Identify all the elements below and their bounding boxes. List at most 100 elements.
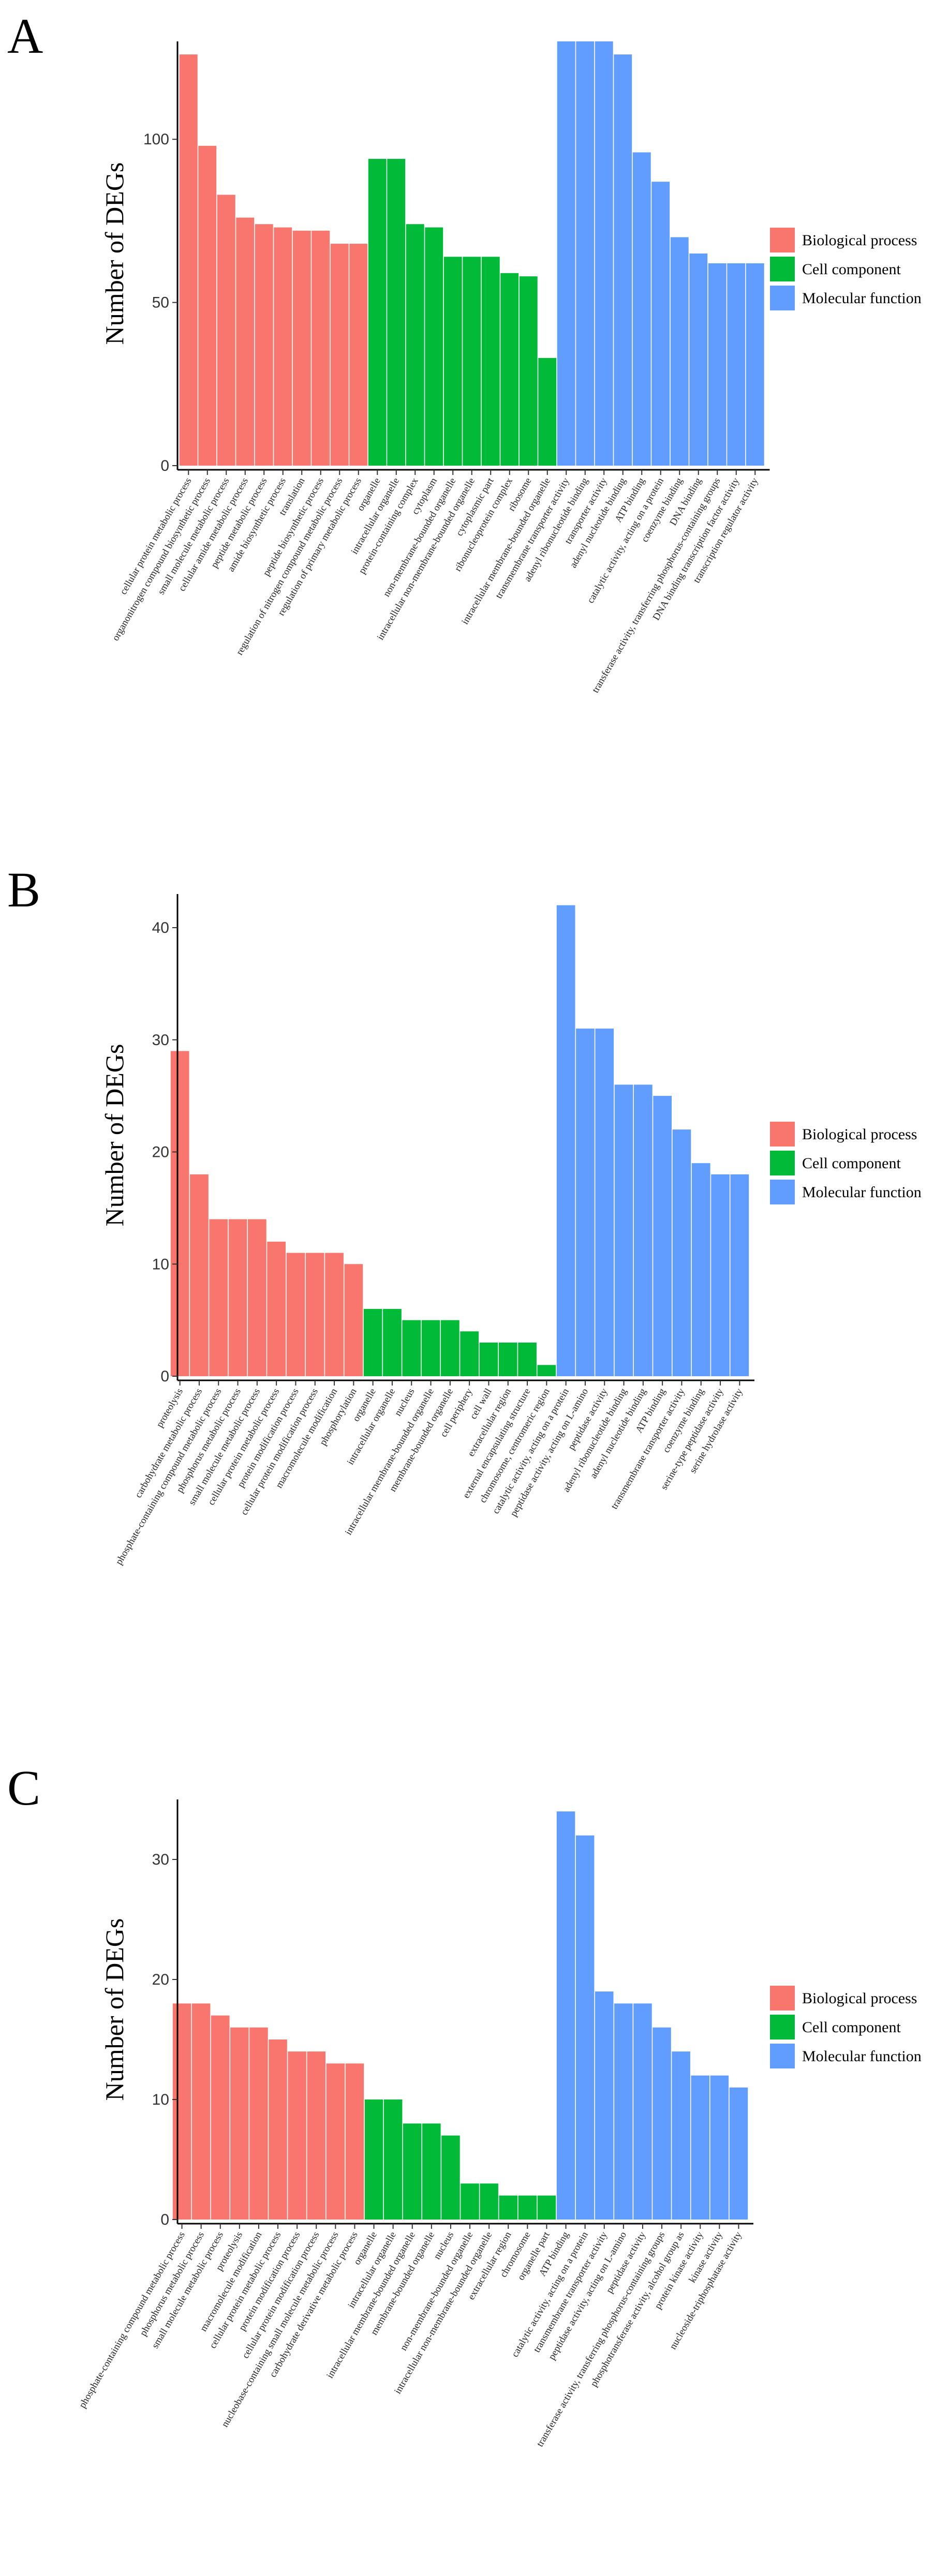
bar xyxy=(288,2051,306,2220)
bar xyxy=(172,2003,191,2220)
legend-label: Molecular function xyxy=(802,1184,922,1201)
bar xyxy=(672,2051,690,2220)
legend-label: Biological process xyxy=(802,1126,917,1143)
bar xyxy=(556,905,575,1376)
bar xyxy=(689,254,708,466)
bar xyxy=(170,1051,189,1376)
bar xyxy=(274,227,292,466)
legend-swatch xyxy=(770,1986,795,2011)
y-tick-label: 0 xyxy=(160,1368,169,1385)
bar xyxy=(614,1084,633,1376)
bar xyxy=(190,1174,209,1376)
bar xyxy=(498,1342,517,1376)
bar xyxy=(499,2195,517,2220)
bar xyxy=(267,1241,286,1376)
bar xyxy=(614,54,632,466)
bar xyxy=(307,2051,325,2220)
legend-label: Molecular function xyxy=(802,290,922,307)
y-tick-label: 40 xyxy=(152,919,169,936)
y-tick-label: 10 xyxy=(152,1256,169,1273)
bar xyxy=(711,1174,730,1376)
y-axis-label: Number of DEGs xyxy=(100,1044,129,1227)
panel-letter: C xyxy=(7,1760,40,1815)
bar xyxy=(537,1365,556,1376)
bar xyxy=(325,1253,344,1376)
bar xyxy=(248,1219,266,1376)
bar xyxy=(614,2003,633,2220)
bar xyxy=(557,41,575,466)
panel-letter: A xyxy=(7,8,43,64)
bar xyxy=(441,2135,460,2220)
legend-swatch xyxy=(770,1180,795,1204)
bar xyxy=(575,1835,595,2220)
legend-label: Biological process xyxy=(802,1990,917,2007)
y-tick-label: 50 xyxy=(152,294,169,311)
bar xyxy=(345,2063,364,2220)
y-tick-label: 100 xyxy=(143,131,169,148)
bar xyxy=(406,224,424,466)
bar xyxy=(286,1253,305,1376)
y-tick-label: 30 xyxy=(152,1851,169,1868)
bar xyxy=(326,2063,345,2220)
bar xyxy=(368,159,387,466)
bar xyxy=(198,145,217,466)
bar xyxy=(576,41,595,466)
bar xyxy=(228,1219,247,1376)
legend-swatch xyxy=(770,2015,795,2039)
bar xyxy=(633,2003,652,2220)
bar xyxy=(479,1342,498,1376)
bar xyxy=(463,257,481,466)
legend-label: Cell component xyxy=(802,2019,901,2036)
bar xyxy=(746,263,764,466)
bar xyxy=(403,2123,422,2220)
y-axis-label: Number of DEGs xyxy=(100,162,129,345)
bar xyxy=(691,2075,709,2220)
bar xyxy=(518,1342,537,1376)
bar xyxy=(461,2183,479,2220)
bar xyxy=(691,1163,710,1376)
legend-label: Molecular function xyxy=(802,2048,922,2065)
legend-swatch xyxy=(770,257,795,281)
bar xyxy=(651,182,670,466)
bar xyxy=(441,1320,459,1376)
y-axis-label: Number of DEGs xyxy=(100,1918,129,2101)
legend-swatch xyxy=(770,1122,795,1146)
bar xyxy=(292,230,311,466)
legend-label: Cell component xyxy=(802,1155,901,1172)
y-tick-label: 20 xyxy=(152,1144,169,1161)
bar xyxy=(576,1029,595,1376)
bar xyxy=(632,152,651,466)
bar xyxy=(670,237,689,466)
bar xyxy=(330,244,349,466)
y-tick-label: 0 xyxy=(160,2211,169,2228)
bar xyxy=(344,1264,363,1376)
bar xyxy=(425,227,443,466)
bar xyxy=(481,257,500,466)
bar xyxy=(727,263,746,466)
bar xyxy=(710,2075,729,2220)
bar xyxy=(595,1029,614,1376)
bar xyxy=(209,1219,228,1376)
panel-letter: B xyxy=(7,862,40,917)
legend-swatch xyxy=(770,2044,795,2068)
bar xyxy=(708,263,726,466)
bar xyxy=(387,159,406,466)
legend-label: Cell component xyxy=(802,261,901,278)
bar xyxy=(595,1991,614,2220)
bar xyxy=(443,257,462,466)
bar xyxy=(230,2027,249,2220)
bar xyxy=(249,2027,268,2220)
bar xyxy=(364,2099,383,2220)
legend-swatch xyxy=(770,286,795,310)
bar xyxy=(538,358,557,466)
bar xyxy=(179,54,198,466)
bar xyxy=(383,2099,403,2220)
bar xyxy=(460,1331,479,1376)
y-tick-label: 0 xyxy=(160,457,169,474)
bar xyxy=(653,1096,672,1376)
bar xyxy=(422,2123,441,2220)
bar xyxy=(634,1084,653,1376)
legend-label: Biological process xyxy=(802,232,917,249)
